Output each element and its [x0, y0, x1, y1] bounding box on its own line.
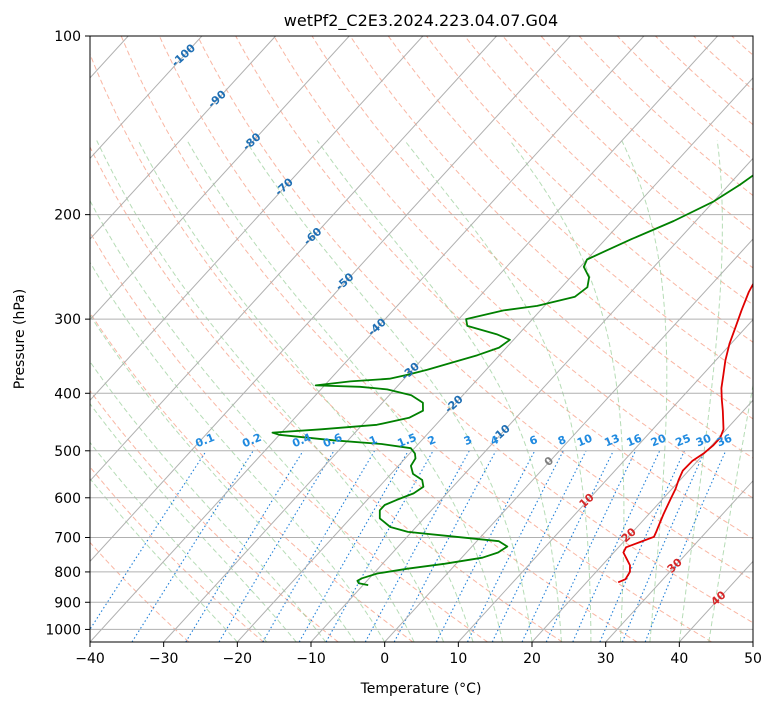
dry-adiabat: [90, 389, 339, 642]
mixing-ratio-label: 16: [625, 432, 644, 450]
isotherm-line: [384, 238, 753, 642]
dry-adiabat: [158, 36, 753, 624]
isotherm-line: [236, 77, 753, 642]
sounding-profiles: [271, 174, 753, 586]
mixing-ratio-line: [218, 450, 335, 642]
isotherm-line: [90, 36, 203, 160]
mixing-ratio-label: 13: [603, 432, 622, 450]
dry-adiabat: [90, 145, 563, 642]
x-tick-label: −40: [75, 651, 105, 667]
y-tick-label: 300: [54, 312, 81, 328]
grid-lines: [90, 36, 753, 642]
y-tick-label: 700: [54, 531, 81, 547]
x-tick-label: 40: [670, 651, 688, 667]
y-tick-label: 1000: [45, 622, 81, 638]
isotherm-line: [90, 36, 424, 401]
mixing-ratio-line: [621, 450, 706, 642]
y-axis-title: Pressure (hPa): [12, 289, 28, 389]
x-tick-label: 30: [597, 651, 615, 667]
mixing-ratio-label: 30: [694, 432, 713, 450]
y-tick-label: 400: [54, 386, 81, 402]
mixing-ratio-line: [599, 450, 685, 642]
mixing-ratio-label: 2: [426, 433, 438, 448]
isotherm-line: [310, 157, 753, 642]
isotherm-line: [90, 36, 350, 321]
dry-adiabat: [349, 36, 753, 420]
mixing-ratio-label: 25: [674, 432, 693, 450]
dry-adiabat: [235, 36, 753, 540]
y-tick-label: 200: [54, 208, 81, 224]
mixing-ratio-line: [521, 450, 614, 642]
y-tick-label: 900: [54, 595, 81, 611]
isotherm-line: [90, 36, 571, 563]
plot-frame: [89, 35, 754, 643]
dry-adiabat: [387, 36, 753, 381]
mixing-ratio-label: 10: [575, 432, 594, 450]
x-axis-title: Temperature (°C): [360, 681, 482, 697]
dry-adiabat: [502, 36, 753, 269]
chart-title: wetPf2_C2E3.2024.223.04.07.G04: [284, 11, 558, 31]
dewpoint-line: [271, 174, 753, 586]
isotherm-line: [457, 318, 753, 642]
x-tick-label: −10: [296, 651, 326, 667]
x-tick-label: 0: [380, 651, 389, 667]
dry-adiabat: [197, 36, 753, 581]
isotherm-line: [90, 36, 645, 642]
mixing-ratio-line: [325, 450, 434, 642]
x-tick-label: 50: [744, 651, 762, 667]
mixing-ratio-line: [545, 450, 636, 642]
isotherm-line: [90, 36, 276, 240]
y-tick-label: 600: [54, 491, 81, 507]
y-axis: 100 200 300 400 500 600 700 800 900 1000: [45, 29, 90, 638]
mixing-ratio-line: [644, 450, 727, 642]
mixing-ratio-line: [572, 450, 661, 642]
mixing-ratio-line: [393, 450, 497, 642]
mixing-ratio-label: 36: [715, 432, 734, 450]
isotherm-line: [163, 36, 718, 642]
dry-adiabat: [120, 36, 712, 642]
x-tick-label: −30: [149, 651, 179, 667]
mixing-ratio-line: [131, 450, 254, 642]
dry-adiabat: [90, 466, 264, 642]
x-tick-label: 10: [449, 651, 467, 667]
mixing-ratio-line: [298, 450, 409, 642]
mixing-ratio-label: 1: [367, 433, 379, 448]
y-tick-label: 800: [54, 565, 81, 581]
mixing-ratio-line: [491, 450, 587, 642]
y-tick-label: 500: [54, 444, 81, 460]
isotherm-line: [605, 480, 753, 642]
y-tick-label: 100: [54, 29, 81, 45]
temperature-line: [617, 282, 753, 584]
mixing-ratio-line: [262, 450, 376, 642]
x-tick-label: 20: [523, 651, 541, 667]
x-tick-label: −20: [223, 651, 253, 667]
mixing-ratio-line: [185, 450, 304, 642]
dry-adiabat: [464, 36, 753, 306]
isotherm-line: [90, 36, 497, 482]
mixing-ratio-line: [364, 450, 470, 642]
isotherm-line: [531, 399, 753, 642]
mixing-ratio-label: 20: [649, 432, 668, 450]
mixing-ratio-label: 3: [462, 433, 474, 448]
mixing-ratio-label: 8: [556, 433, 568, 448]
dry-adiabat: [540, 36, 753, 233]
x-axis: −40 −30 −20 −10 0 10 20 30 40 50: [75, 642, 762, 667]
dry-adiabat: [578, 36, 753, 197]
